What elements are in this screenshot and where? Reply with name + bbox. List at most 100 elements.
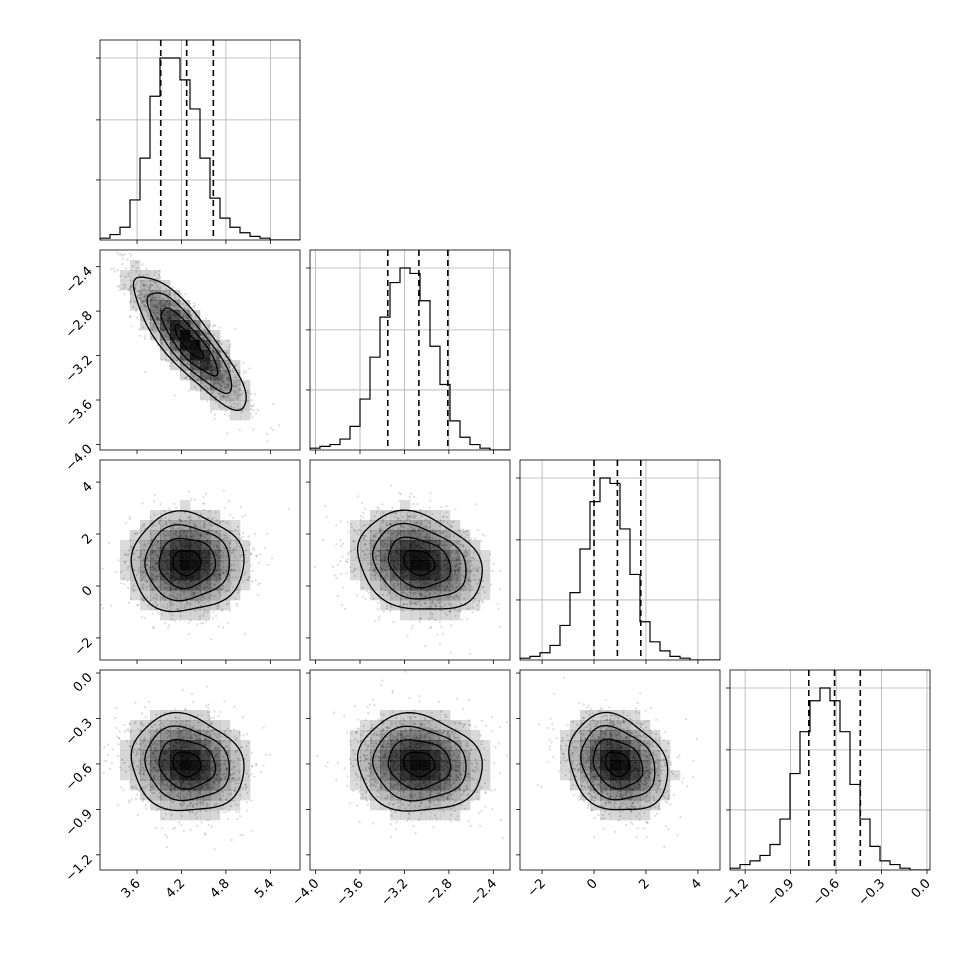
sample-point xyxy=(193,591,196,594)
sample-point xyxy=(151,525,154,528)
sample-point xyxy=(203,331,206,334)
sample-point xyxy=(142,300,145,303)
sample-point xyxy=(181,590,185,593)
sample-point xyxy=(139,763,142,766)
sample-point xyxy=(227,355,230,358)
sample-point xyxy=(478,580,481,583)
sample-point xyxy=(239,815,242,818)
sample-point xyxy=(135,310,138,313)
sample-point xyxy=(172,527,175,530)
sample-point xyxy=(123,293,126,296)
sample-point xyxy=(223,395,226,398)
sample-point xyxy=(202,526,205,530)
sample-point xyxy=(373,552,376,555)
sample-point xyxy=(467,607,470,610)
panel-frame xyxy=(729,669,931,871)
sample-point xyxy=(353,547,356,550)
sample-point xyxy=(222,396,225,399)
sample-point xyxy=(380,527,383,530)
sample-point xyxy=(217,714,220,718)
sample-point xyxy=(224,383,227,386)
sample-point xyxy=(133,552,136,555)
sample-point xyxy=(402,526,405,529)
sample-point xyxy=(166,339,170,342)
sample-point xyxy=(148,584,151,588)
sample-point xyxy=(473,557,476,561)
sample-point xyxy=(175,522,178,525)
density-cell xyxy=(450,610,461,621)
sample-point xyxy=(224,536,227,539)
density-cell xyxy=(210,330,221,341)
density-cell xyxy=(190,560,201,571)
density-cell xyxy=(460,540,471,551)
sample-point xyxy=(445,505,448,508)
density-cell xyxy=(190,310,201,321)
sample-point xyxy=(226,376,229,380)
sample-point xyxy=(434,618,437,622)
sample-point xyxy=(393,585,396,588)
sample-point xyxy=(197,516,200,519)
sample-point xyxy=(412,592,415,595)
sample-point xyxy=(180,823,183,827)
sample-point xyxy=(406,593,409,596)
sample-point xyxy=(150,572,153,575)
sample-point xyxy=(150,538,153,541)
sample-point xyxy=(199,526,202,529)
sample-point xyxy=(242,581,245,584)
sample-point xyxy=(452,557,455,560)
sample-point xyxy=(440,532,443,535)
sample-point xyxy=(192,725,195,728)
sample-point xyxy=(200,604,203,607)
sample-point xyxy=(217,792,220,795)
sample-point xyxy=(205,802,208,805)
sample-point xyxy=(174,597,177,600)
sample-point xyxy=(205,392,208,395)
sample-point xyxy=(440,505,443,509)
sample-point xyxy=(156,316,159,319)
sample-point xyxy=(144,544,147,547)
sample-point xyxy=(373,574,376,577)
sample-point xyxy=(175,507,178,510)
sample-point xyxy=(188,725,191,728)
sample-point xyxy=(152,743,155,746)
sample-point xyxy=(143,575,146,578)
density-cell xyxy=(160,570,171,581)
sample-point xyxy=(143,284,146,287)
density-cell xyxy=(410,510,421,521)
sample-point xyxy=(197,323,200,326)
sample-point xyxy=(233,547,236,550)
sample-point xyxy=(117,559,120,562)
sample-point xyxy=(160,341,163,345)
sample-point xyxy=(154,271,157,274)
histogram-area xyxy=(730,670,930,870)
sample-point xyxy=(173,394,176,397)
sample-point xyxy=(387,532,390,535)
sample-point xyxy=(227,385,230,388)
sample-point xyxy=(385,537,388,540)
sample-point xyxy=(162,530,165,533)
sample-point xyxy=(431,528,434,531)
sample-point xyxy=(220,373,223,377)
sample-point xyxy=(142,274,145,277)
density-cell xyxy=(430,610,441,621)
sample-point xyxy=(199,534,203,537)
sample-point xyxy=(350,525,353,529)
sample-point xyxy=(120,253,123,256)
sample-point xyxy=(374,571,377,574)
density-cell xyxy=(150,530,161,541)
sample-point xyxy=(197,601,200,604)
sample-point xyxy=(215,401,218,404)
density-cell xyxy=(220,520,231,531)
sample-point xyxy=(201,328,204,331)
sample-point xyxy=(215,531,218,534)
sample-point xyxy=(355,567,358,570)
density-cell xyxy=(430,530,441,541)
sample-point xyxy=(210,525,213,528)
sample-point xyxy=(230,551,233,554)
sample-point xyxy=(254,533,257,536)
sample-point xyxy=(222,374,225,377)
sample-point xyxy=(360,514,363,518)
sample-point xyxy=(377,530,380,533)
density-cell xyxy=(190,610,201,621)
sample-point xyxy=(192,324,195,327)
